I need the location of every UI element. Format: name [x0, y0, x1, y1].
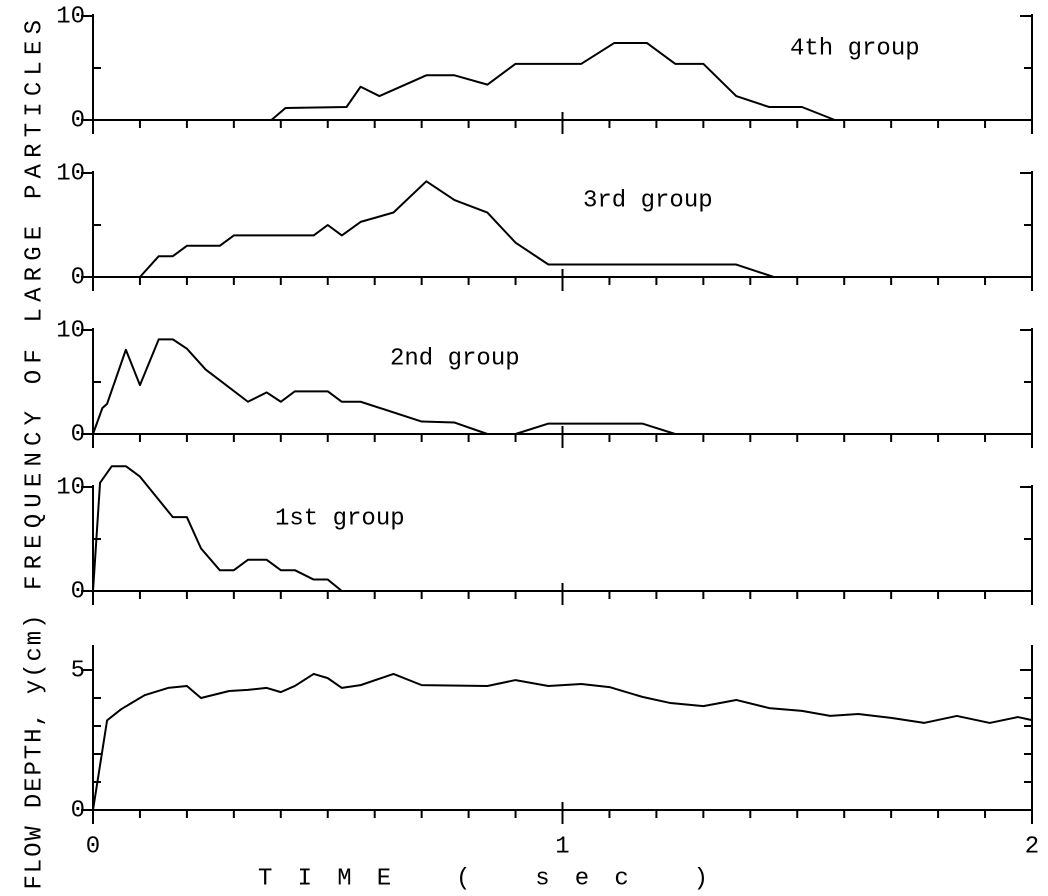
data-line — [92, 338, 1032, 435]
panel-title: 1st group — [275, 505, 405, 532]
data-line — [93, 42, 1032, 121]
data-line — [92, 672, 1033, 811]
data-line — [92, 465, 1032, 592]
y-tick-label: 0 — [71, 107, 85, 134]
y-tick-label: 10 — [56, 317, 85, 344]
panel-title: 4th group — [790, 35, 920, 62]
x-axis-label: TIME ( sec ) — [258, 865, 708, 892]
y-tick-label: 10 — [56, 474, 85, 501]
panel-title: 3rd group — [583, 187, 713, 214]
y-tick-label: 0 — [71, 797, 85, 824]
x-tick-label: 1 — [555, 833, 569, 860]
y-tick-label: 0 — [71, 421, 85, 448]
data-line — [93, 180, 1032, 278]
y-axis-label: FREQUENCY OF LARGE PARTICLES — [21, 20, 48, 590]
x-tick-label: 2 — [1025, 833, 1039, 860]
y-tick-label: 10 — [56, 160, 85, 187]
y-axis-label: FLOW DEPTH, y(cm) — [21, 615, 48, 890]
x-tick-label: 0 — [86, 833, 100, 860]
y-tick-label: 5 — [71, 657, 85, 684]
y-tick-label: 0 — [71, 578, 85, 605]
y-tick-label: 0 — [71, 264, 85, 291]
y-tick-label: 10 — [56, 3, 85, 30]
panel-title: 2nd group — [390, 345, 520, 372]
